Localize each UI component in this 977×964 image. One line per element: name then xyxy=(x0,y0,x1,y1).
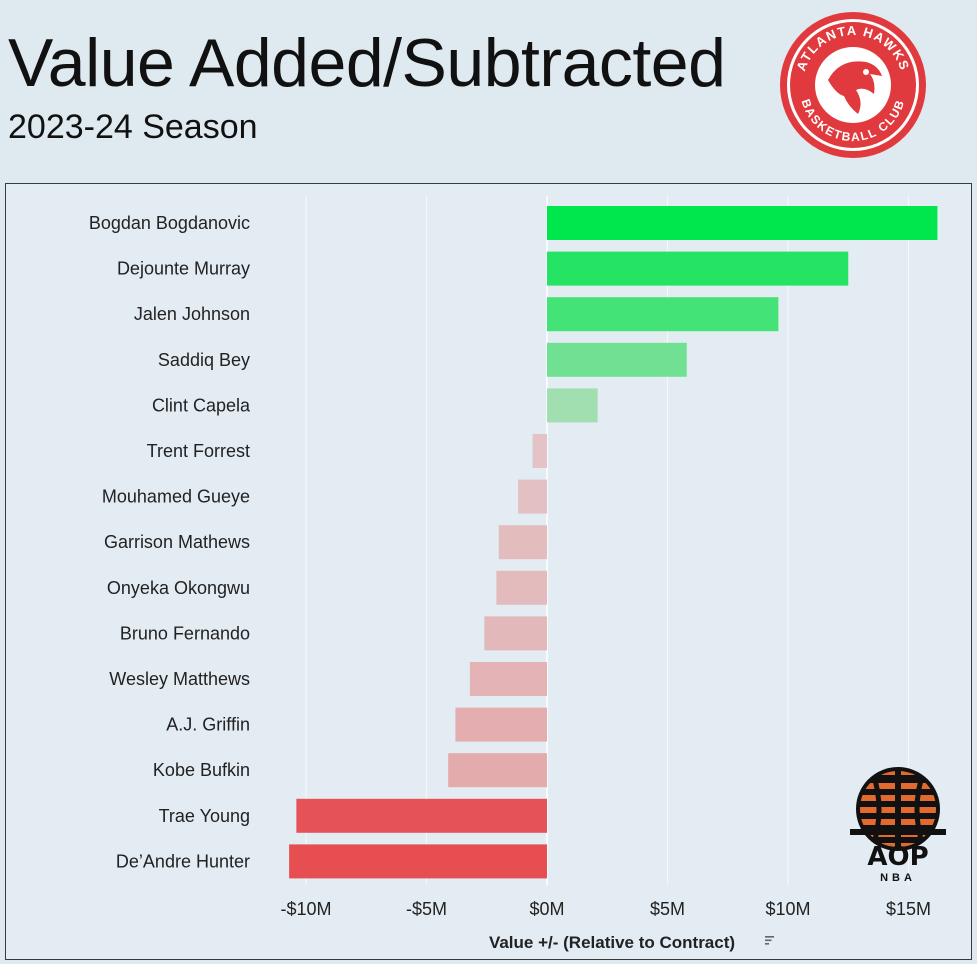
category-label: Garrison Mathews xyxy=(104,532,250,552)
aop-nba-logo-icon: AOP NBA xyxy=(850,767,946,884)
bar[interactable] xyxy=(484,616,547,651)
x-axis-title: Value +/- (Relative to Contract) xyxy=(489,933,735,952)
x-tick-label: $0M xyxy=(529,899,564,919)
category-label: Dejounte Murray xyxy=(117,259,250,279)
sort-icon[interactable] xyxy=(765,936,774,945)
x-tick-label: -$5M xyxy=(406,899,447,919)
page-subtitle: 2023-24 Season xyxy=(8,108,258,146)
bar[interactable] xyxy=(469,662,547,696)
bar[interactable] xyxy=(547,297,779,332)
category-label: De’Andre Hunter xyxy=(116,851,250,871)
tick-label-layer: -$10M -$5M $0M $5M $10M $15M xyxy=(280,899,931,919)
category-label: Jalen Johnson xyxy=(134,304,250,324)
bar[interactable] xyxy=(455,707,547,742)
bar[interactable] xyxy=(496,570,547,605)
x-tick-label: $5M xyxy=(650,899,685,919)
svg-text:AOP: AOP xyxy=(867,842,928,872)
bar-layer xyxy=(289,206,938,879)
x-tick-label: -$10M xyxy=(280,899,331,919)
category-label: Trae Young xyxy=(159,806,250,826)
bar[interactable] xyxy=(289,844,547,879)
category-label: Mouhamed Gueye xyxy=(102,487,250,507)
bar[interactable] xyxy=(498,525,547,560)
bar[interactable] xyxy=(518,479,547,514)
category-label: Onyeka Okongwu xyxy=(107,578,250,598)
category-label-layer: Bogdan Bogdanovic Dejounte Murray Jalen Jo… xyxy=(89,213,251,871)
x-tick-label: $10M xyxy=(765,899,810,919)
category-label: A.J. Griffin xyxy=(166,715,250,735)
bar[interactable] xyxy=(547,206,938,240)
svg-text:NBA: NBA xyxy=(880,872,916,884)
bar[interactable] xyxy=(296,798,547,833)
category-label: Saddiq Bey xyxy=(158,350,250,370)
category-label: Trent Forrest xyxy=(147,441,250,461)
atlanta-hawks-logo-icon: ATLANTA HAWKS BASKETBALL CLUB xyxy=(780,12,926,158)
bar[interactable] xyxy=(547,342,687,377)
bar[interactable] xyxy=(532,434,547,468)
x-tick-label: $15M xyxy=(886,899,931,919)
bar[interactable] xyxy=(547,251,849,286)
category-label: Bogdan Bogdanovic xyxy=(89,213,250,233)
category-label: Wesley Matthews xyxy=(109,669,250,689)
page-title: Value Added/Subtracted xyxy=(8,25,726,101)
category-label: Bruno Fernando xyxy=(120,623,250,643)
category-label: Clint Capela xyxy=(152,395,251,415)
bar[interactable] xyxy=(547,388,598,423)
bar[interactable] xyxy=(448,753,547,788)
category-label: Kobe Bufkin xyxy=(153,760,250,780)
